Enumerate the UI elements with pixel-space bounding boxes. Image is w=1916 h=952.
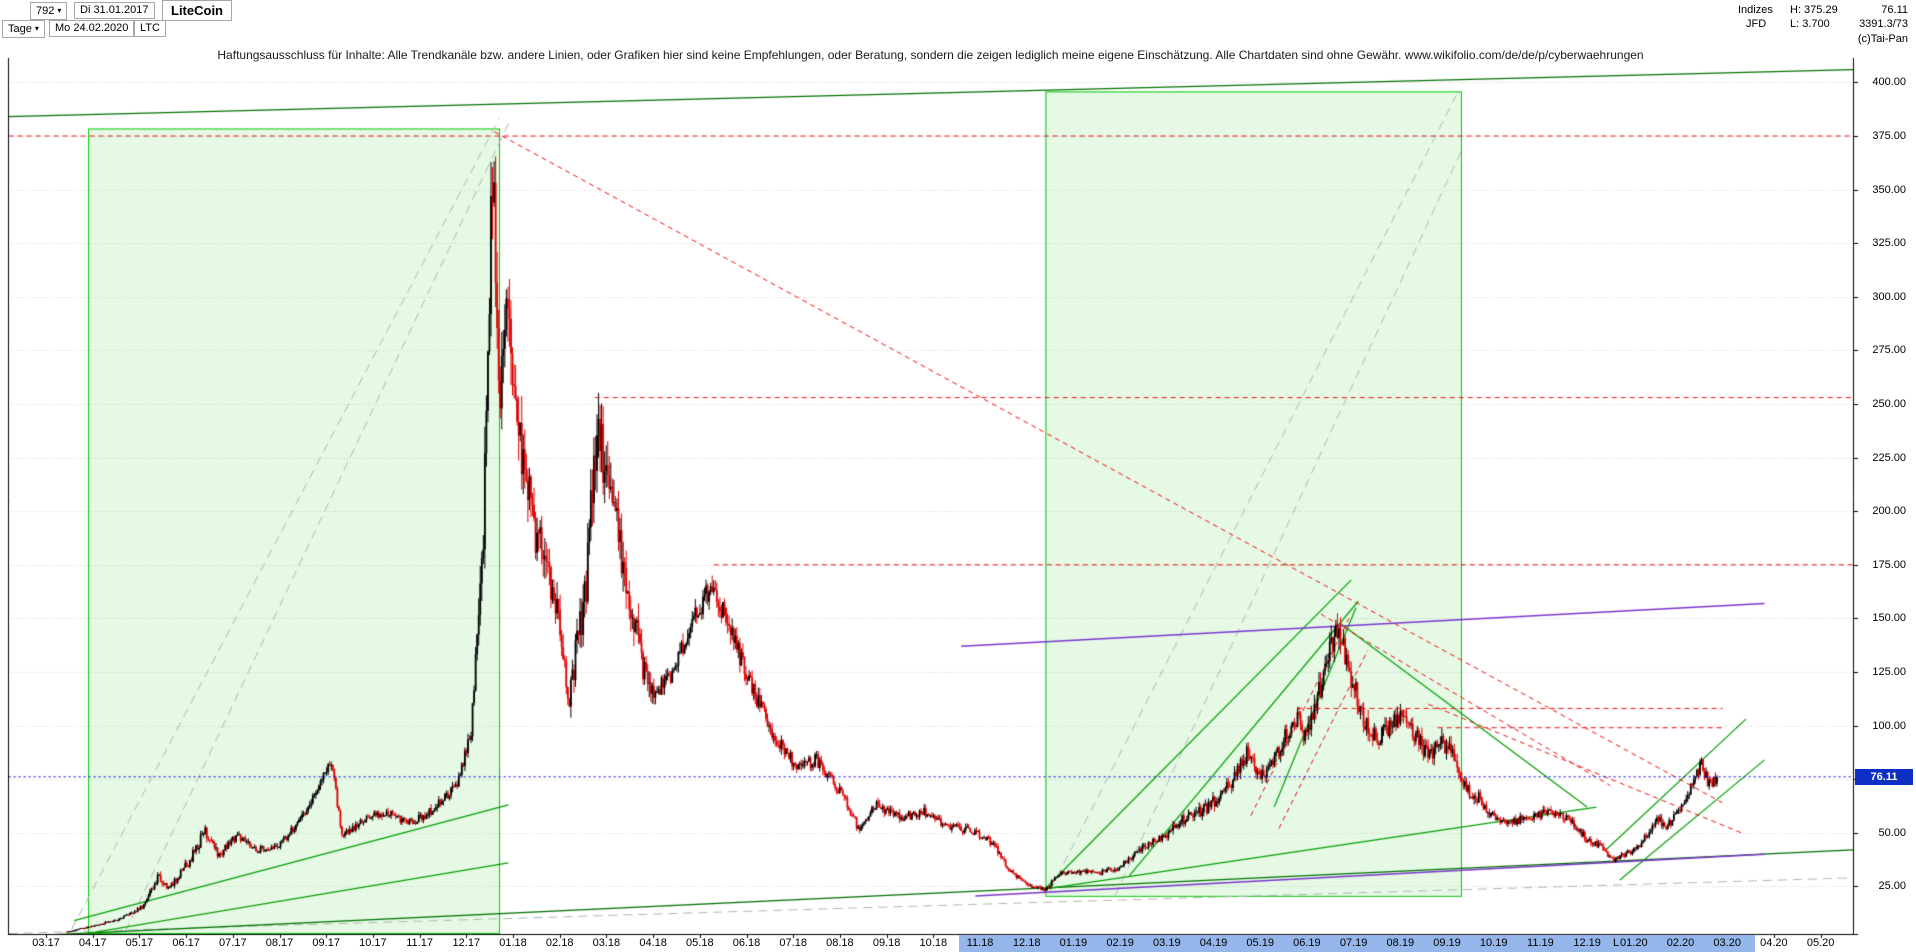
broker-label: JFD — [1746, 18, 1767, 30]
timeframe-value: Tage — [8, 23, 32, 35]
start-date-control[interactable]: Di 31.01.2017 — [74, 2, 155, 19]
last-price-value: 76.11 — [1881, 4, 1908, 16]
disclaimer-text: Haftungsausschluss für Inhalte: Alle Tre… — [217, 48, 1644, 62]
secondary-value: 3391.3/73 — [1859, 18, 1908, 30]
last-price-tag: 76.11 — [1855, 768, 1913, 785]
start-date-value: Di 31.01.2017 — [80, 4, 149, 16]
low-value: L: 3.700 — [1790, 18, 1830, 30]
caret-down-icon: ▾ — [34, 24, 39, 33]
indizes-label: Indizes — [1738, 4, 1773, 16]
instrument-title: LiteCoin — [162, 0, 232, 21]
high-value: H: 375.29 — [1790, 4, 1838, 16]
symbol-badge[interactable]: LTC — [134, 20, 166, 37]
caret-down-icon: ▾ — [57, 6, 62, 15]
end-date-control[interactable]: Mo 24.02.2020 — [49, 20, 135, 37]
bar-count-value: 792 — [36, 5, 55, 17]
timeframe-dropdown[interactable]: Tage ▾ — [2, 20, 45, 38]
copyright-label: (c)Tai-Pan — [1857, 33, 1908, 45]
bar-count-dropdown[interactable]: 792 ▾ — [30, 2, 68, 20]
end-date-value: Mo 24.02.2020 — [55, 22, 129, 34]
